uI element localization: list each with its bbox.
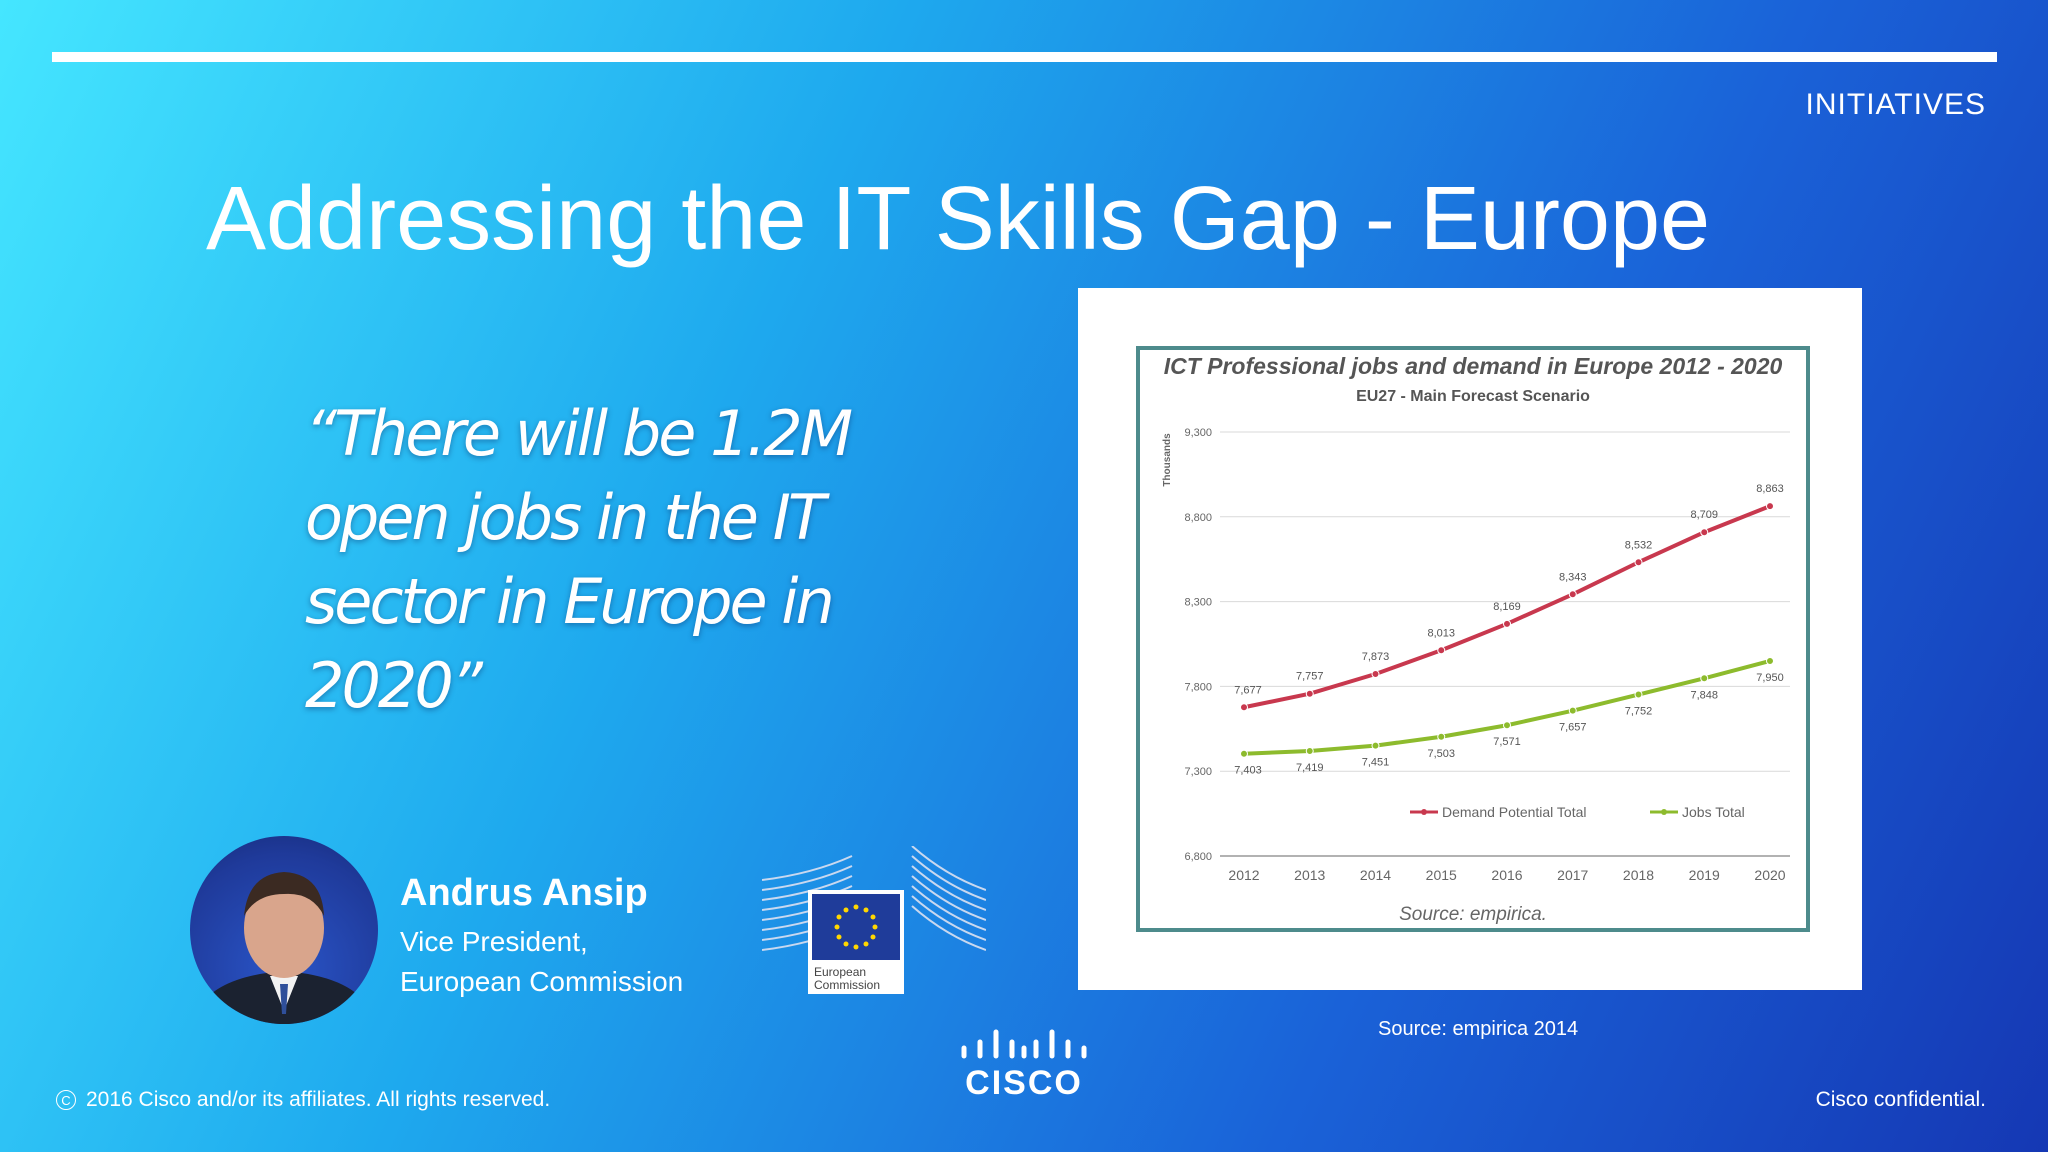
footer-copyright: C 2016 Cisco and/or its affiliates. All …: [56, 1088, 550, 1112]
data-point: [1766, 502, 1774, 511]
x-tick-label: 2016: [1491, 867, 1522, 883]
x-tick-label: 2018: [1623, 867, 1654, 883]
top-divider: [52, 52, 1997, 62]
x-tick-label: 2017: [1557, 867, 1588, 883]
y-tick-label: 7,800: [1184, 681, 1212, 693]
line-chart: 6,800 7,300 7,800 8,300 8,800 9,300 Thousands 2…: [1162, 427, 1790, 883]
data-label: 7,451: [1362, 757, 1390, 769]
speaker-role: Vice President, European Commission: [400, 922, 683, 1002]
data-point: [1568, 590, 1577, 599]
ec-logo-text-2: Commission: [814, 978, 880, 992]
data-label: 8,709: [1690, 509, 1718, 521]
data-point: [1700, 674, 1709, 683]
x-tick-label: 2019: [1689, 867, 1720, 883]
data-label: 8,169: [1493, 601, 1521, 613]
x-tick-label: 2012: [1228, 867, 1259, 883]
data-label: 7,419: [1296, 762, 1324, 774]
data-point: [1634, 558, 1643, 567]
x-tick-label: 2020: [1754, 867, 1785, 883]
ec-logo-text-1: European: [814, 965, 866, 979]
data-label: 7,403: [1234, 765, 1262, 777]
chart-frame: [1136, 346, 1810, 932]
source-note-label: Source:: [1378, 1018, 1447, 1040]
legend-label: Demand Potential Total: [1442, 804, 1587, 820]
cisco-logo-text: CISCO: [965, 1064, 1083, 1098]
data-point: [1305, 747, 1314, 756]
data-label: 7,752: [1625, 706, 1653, 718]
speaker-role-line1: Vice President,: [400, 926, 588, 957]
source-note: Source: empirica 2014: [1378, 1018, 1578, 1041]
data-point: [1634, 690, 1643, 699]
y-tick-label: 8,800: [1184, 512, 1212, 524]
data-point: [1503, 721, 1511, 730]
data-label: 7,873: [1362, 651, 1390, 663]
data-point: [1503, 619, 1511, 628]
data-point: [1766, 656, 1774, 665]
data-point: [1568, 706, 1577, 715]
x-tick-label: 2013: [1294, 867, 1325, 883]
data-label: 8,532: [1625, 539, 1653, 551]
cisco-logo: CISCO: [961, 1029, 1087, 1098]
source-note-value: empirica 2014: [1452, 1018, 1579, 1040]
speaker-name: Andrus Ansip: [400, 872, 648, 914]
section-label: INITIATIVES: [1805, 88, 1986, 121]
x-tick-label: 2015: [1426, 867, 1457, 883]
y-tick-label: 9,300: [1184, 427, 1212, 439]
eu-stars-icon: [834, 904, 878, 950]
quote-text: “There will be 1.2M open jobs in the IT …: [305, 397, 853, 722]
copyright-icon: C: [56, 1090, 76, 1110]
data-label: 7,950: [1756, 672, 1784, 684]
chart-source: Source: empirica.: [1399, 904, 1547, 925]
data-label: 7,571: [1493, 736, 1521, 748]
speaker-role-line2: European Commission: [400, 966, 684, 997]
data-point: [1371, 741, 1380, 750]
data-label: 7,503: [1427, 748, 1455, 760]
data-label: 8,013: [1427, 627, 1455, 639]
speaker-photo: [190, 836, 378, 1024]
y-axis-label: Thousands: [1162, 433, 1173, 487]
y-tick-label: 6,800: [1184, 851, 1212, 863]
data-label: 7,757: [1296, 671, 1324, 683]
data-point: [1305, 689, 1314, 698]
legend-marker: [1421, 809, 1427, 815]
y-tick-label: 7,300: [1184, 766, 1212, 778]
data-label: 7,848: [1690, 689, 1718, 701]
data-point: [1700, 528, 1709, 537]
legend-marker: [1661, 809, 1667, 815]
chart-subtitle: EU27 - Main Forecast Scenario: [1356, 388, 1590, 405]
data-point: [1437, 732, 1446, 741]
slide-title: Addressing the IT Skills Gap - Europe: [206, 169, 1711, 269]
data-point: [1240, 703, 1248, 712]
y-tick-label: 8,300: [1184, 597, 1212, 609]
chart-title: ICT Professional jobs and demand in Euro…: [1163, 353, 1783, 379]
european-commission-logo: European Commission: [762, 846, 986, 994]
data-point: [1437, 646, 1446, 655]
data-label: 8,343: [1559, 571, 1587, 583]
data-label: 7,657: [1559, 722, 1587, 734]
data-label: 7,677: [1234, 684, 1262, 696]
data-point: [1240, 749, 1248, 758]
footer-confidential: Cisco confidential.: [1815, 1088, 1986, 1111]
x-tick-label: 2014: [1360, 867, 1391, 883]
legend-label: Jobs Total: [1682, 804, 1745, 820]
copyright-text: 2016 Cisco and/or its affiliates. All ri…: [86, 1088, 551, 1111]
data-point: [1371, 670, 1380, 679]
data-label: 8,863: [1756, 483, 1784, 495]
